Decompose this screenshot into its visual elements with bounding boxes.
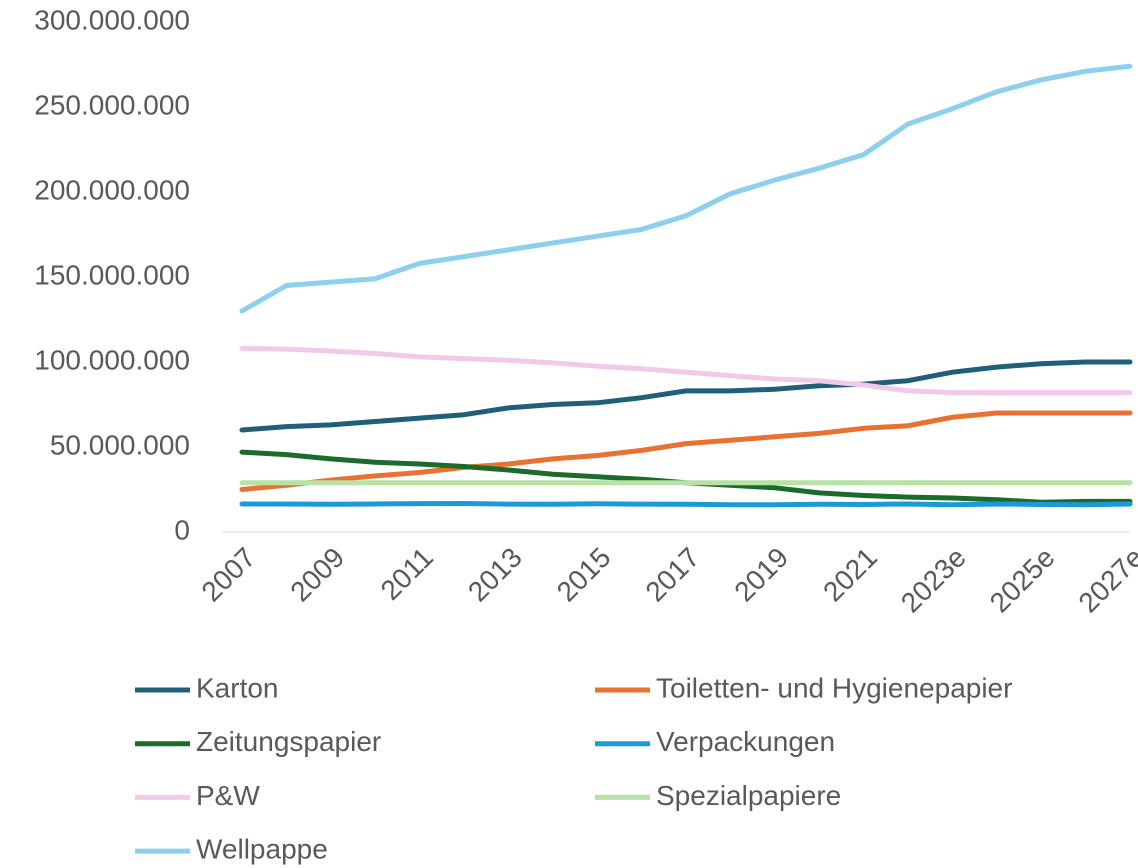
y-tick-label: 0 bbox=[174, 514, 190, 545]
legend-label: Toiletten- und Hygienepapier bbox=[656, 672, 1012, 703]
x-tick-label: 2015 bbox=[551, 542, 617, 608]
y-tick-label: 50.000.000 bbox=[50, 429, 190, 460]
x-tick-label: 2009 bbox=[284, 542, 350, 608]
legend-label: Verpackungen bbox=[656, 726, 835, 757]
x-tick-label: 2027e bbox=[1072, 542, 1138, 619]
series-line bbox=[239, 410, 1133, 492]
series-line bbox=[239, 63, 1133, 314]
x-tick-label: 2025e bbox=[984, 542, 1061, 619]
legend-label: Wellpappe bbox=[196, 833, 328, 864]
series-line bbox=[239, 500, 1133, 508]
y-tick-label: 200.000.000 bbox=[34, 174, 190, 205]
x-tick-label: 2017 bbox=[639, 542, 705, 608]
x-tick-label: 2021 bbox=[817, 542, 883, 608]
y-tick-label: 300.000.000 bbox=[34, 4, 190, 35]
y-tick-label: 150.000.000 bbox=[34, 259, 190, 290]
legend-label: P&W bbox=[196, 780, 260, 811]
x-tick-label: 2011 bbox=[375, 542, 440, 607]
x-tick-label: 2013 bbox=[462, 542, 528, 608]
legend-label: Spezialpapiere bbox=[656, 780, 841, 811]
x-tick-label: 2019 bbox=[728, 542, 794, 608]
series-line bbox=[239, 345, 1133, 396]
y-tick-label: 100.000.000 bbox=[34, 344, 190, 375]
x-tick-label: 2023e bbox=[895, 542, 972, 619]
legend-label: Zeitungspapier bbox=[196, 726, 381, 757]
x-tick-label: 2007 bbox=[195, 542, 261, 608]
legend-label: Karton bbox=[196, 672, 279, 703]
series-line bbox=[239, 359, 1133, 433]
y-tick-label: 250.000.000 bbox=[34, 89, 190, 120]
